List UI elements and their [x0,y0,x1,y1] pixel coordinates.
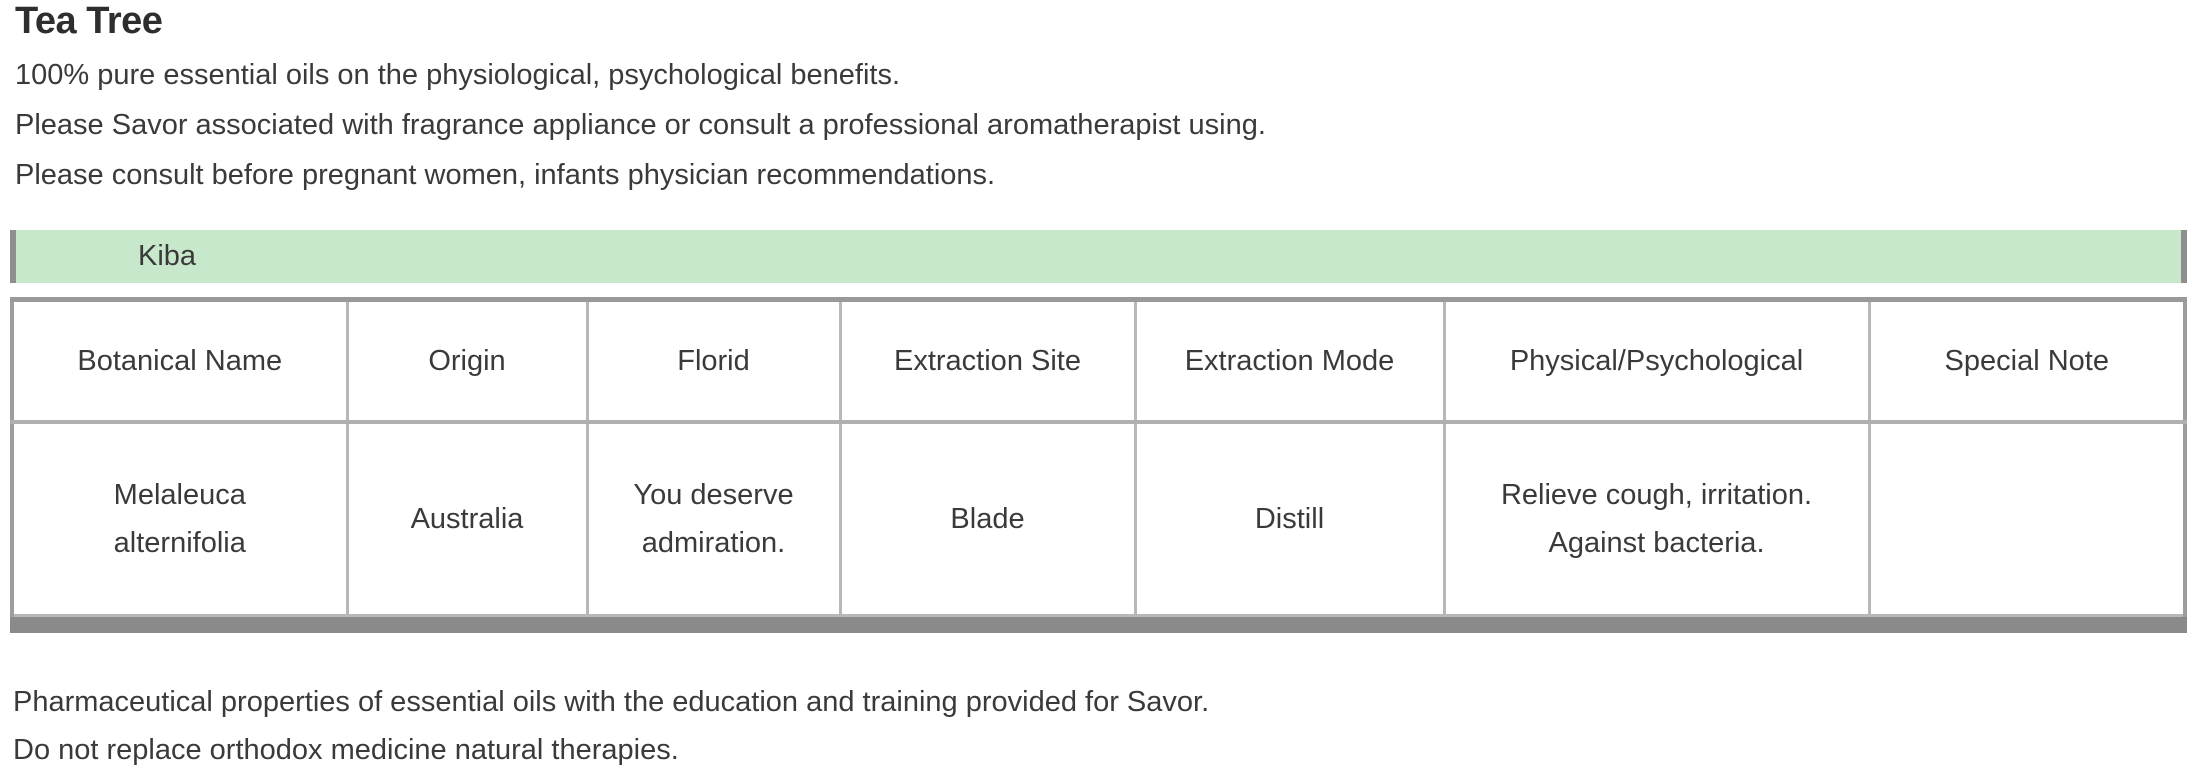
column-header-florid: Florid [585,298,842,424]
cell-botanical-name: Melaleuca alternifolia [10,420,349,617]
cell-origin: Australia [345,420,589,617]
intro-line-1: 100% pure essential oils on the physiolo… [15,59,901,91]
intro-paragraph: 100% pure essential oils on the physiolo… [15,50,1266,200]
cell-florid: You deserve admiration. [585,420,842,617]
cell-botanical-name-text: Melaleuca alternifolia [113,478,246,559]
column-header-physical-psychological: Physical/Psychological [1442,298,1871,424]
table-row: Melaleuca alternifolia Australia You des… [10,420,2187,617]
essential-oil-table-container: Botanical Name Origin Florid Extraction … [10,297,2187,633]
column-header-extraction-mode: Extraction Mode [1133,298,1446,424]
intro-line-3: Please consult before pregnant women, in… [15,159,996,191]
kiba-banner-label: Kiba [138,240,197,272]
footer-paragraph: Pharmaceutical properties of essential o… [13,678,1209,774]
table-header-row: Botanical Name Origin Florid Extraction … [10,298,2187,424]
cell-extraction-mode: Distill [1133,420,1446,617]
footer-line-1: Pharmaceutical properties of essential o… [13,686,1210,718]
table-bottom-bar [10,617,2187,633]
column-header-botanical-name: Botanical Name [10,298,349,424]
footer-line-2: Do not replace orthodox medicine natural… [13,734,679,766]
kiba-banner: Kiba [10,230,2187,283]
column-header-special-note: Special Note [1867,298,2187,424]
essential-oil-table: Botanical Name Origin Florid Extraction … [10,297,2187,617]
cell-extraction-site: Blade [838,420,1137,617]
cell-special-note [1867,420,2187,617]
column-header-extraction-site: Extraction Site [838,298,1137,424]
cell-physical-psychological: Relieve cough, irritation. Against bacte… [1442,420,1871,617]
column-header-origin: Origin [345,298,589,424]
page-title: Tea Tree [15,0,163,42]
intro-line-2: Please Savor associated with fragrance a… [15,109,1266,141]
